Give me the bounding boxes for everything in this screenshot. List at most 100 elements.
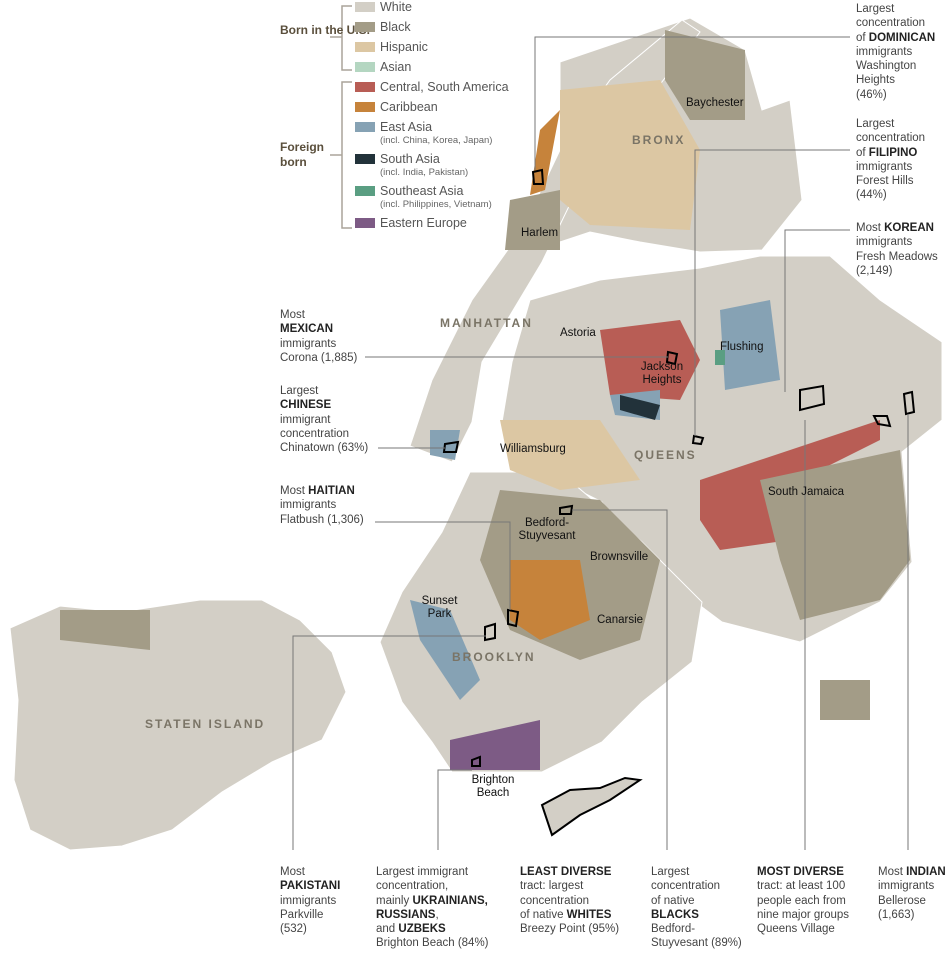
annotation-text: Most — [856, 222, 885, 234]
label-brownsville: Brownsville — [590, 551, 649, 563]
annotation-text: Most — [280, 866, 305, 878]
swatch-southeast-asia — [355, 186, 375, 196]
annotation-text: (2,149) — [856, 264, 893, 277]
annotation-text: concentration — [651, 880, 721, 893]
annotation-dominican: Largest concentration of DOMINICAN immigran… — [856, 2, 935, 102]
label-williamsburg: Williamsburg — [500, 443, 566, 455]
annotation-text: MOST DIVERSE — [757, 866, 844, 878]
annotation-text: MEXICAN — [280, 323, 334, 336]
legend-south-asia: South Asia — [380, 152, 440, 166]
swatch-black — [355, 22, 375, 32]
annotation-text: UZBEKS — [398, 923, 446, 936]
annotation-text: tract: largest — [520, 880, 584, 893]
annotation-text: Corona (1,885) — [280, 351, 358, 364]
annotation-text: immigrants — [856, 160, 913, 173]
legend-east-asia-sub: (incl. China, Korea, Japan) — [380, 135, 493, 146]
legend-brackets — [330, 5, 352, 229]
annotation-text: concentration — [520, 894, 590, 907]
legend-white: White — [380, 0, 412, 14]
annotation-filipino: Largest concentration of FILIPINO immigrant… — [856, 117, 925, 203]
annotation-text: DOMINICAN — [868, 31, 936, 44]
annotation-text: immigrants — [280, 337, 337, 350]
map-patches — [60, 30, 910, 770]
annotation-text: (1,663) — [878, 908, 915, 921]
label-sunset-park: Sunset Park — [421, 595, 458, 620]
annotation-text: WHITES — [566, 908, 612, 921]
annotation-text: immigrants — [856, 45, 913, 58]
staten-island-shape — [9, 599, 347, 851]
label-brooklyn: BROOKLYN — [452, 650, 536, 664]
annotation-text: Largest — [856, 118, 895, 130]
annotation-text: Heights — [856, 74, 895, 87]
annotation-indian: Most INDIAN immigrants Bellerose (1,663) — [878, 865, 946, 922]
legend-asian: Asian — [380, 60, 412, 74]
annotation-text: tract: at least 100 — [757, 880, 846, 893]
legend-group-foreign: Foreign born — [280, 140, 324, 169]
annotation-text: immigrants — [878, 880, 935, 893]
legend-east-asia: East Asia — [380, 120, 433, 134]
annotation-text: Most — [280, 485, 309, 497]
annotation-text: CHINESE — [280, 399, 332, 412]
annotation-text: immigrants — [280, 499, 337, 512]
annotation-text: Flatbush (1,306) — [280, 513, 364, 526]
annotation-text: Bedford- — [651, 923, 696, 936]
annotation-text: INDIAN — [906, 866, 946, 878]
annotation-chinese: Largest CHINESE immigrant concentration Chin… — [280, 384, 368, 455]
annotation-text: HAITIAN — [308, 485, 355, 497]
swatch-caribbean — [355, 102, 375, 112]
swatch-south-asia — [355, 154, 375, 164]
annotation-pakistani: Most PAKISTANI immigrants Parkville (532) — [280, 865, 340, 936]
swatch-hispanic — [355, 42, 375, 52]
annotation-text: Breezy Point (95%) — [520, 923, 620, 936]
annotation-text: of — [856, 146, 869, 159]
annotation-text: LEAST DIVERSE — [520, 866, 612, 878]
label-canarsie: Canarsie — [597, 614, 644, 626]
annotation-text: Brighton Beach (84%) — [376, 937, 489, 950]
annotation-text: , — [435, 908, 439, 921]
swatch-eastern-europe — [355, 218, 375, 228]
annotation-text: Bellerose — [878, 894, 926, 907]
annotation-text: Largest immigrant — [376, 866, 469, 878]
legend-southeast-asia-sub: (incl. Philippines, Vietnam) — [380, 199, 492, 210]
annotation-text: Most — [878, 866, 907, 878]
annotation-text: and — [376, 923, 399, 936]
legend-south-asia-sub: (incl. India, Pakistan) — [380, 167, 469, 178]
label-baychester: Baychester — [686, 97, 744, 109]
annotation-text: RUSSIANS — [376, 908, 436, 921]
label-flushing: Flushing — [720, 341, 764, 353]
annotation-text: of native — [520, 908, 567, 921]
annotation-text: Parkville — [280, 908, 324, 921]
legend-central-south-america: Central, South America — [380, 80, 509, 94]
annotation-text: Most — [280, 309, 305, 321]
legend-eastern-europe: Eastern Europe — [380, 216, 467, 230]
annotation-text: Stuyvesant (89%) — [651, 937, 742, 950]
annotation-haitian: Most HAITIAN immigrants Flatbush (1,306) — [280, 484, 364, 527]
annotation-text: concentration — [856, 132, 926, 145]
label-manhattan: MANHATTAN — [440, 316, 533, 330]
legend-black: Black — [380, 20, 411, 34]
annotation-text: (532) — [280, 923, 307, 936]
annotation-text: nine major groups — [757, 908, 850, 921]
leader-lines — [292, 36, 909, 850]
label-bedford-stuyvesant: Bedford-Stuyvesant — [518, 517, 576, 542]
label-queens: QUEENS — [634, 448, 697, 462]
annotation-text: UKRAINIANS, — [412, 894, 488, 907]
annotation-mexican: Most MEXICAN immigrants Corona (1,885) — [280, 308, 357, 365]
breezy-point-shape — [540, 776, 643, 837]
annotation-text: concentration, — [376, 880, 449, 893]
swatch-asian — [355, 62, 375, 72]
annotation-text: Chinatown (63%) — [280, 442, 369, 455]
swatch-white — [355, 2, 375, 12]
annotation-text: Queens Village — [757, 923, 835, 936]
legend-hispanic: Hispanic — [380, 40, 428, 54]
annotation-text: (44%) — [856, 189, 887, 202]
legend-group-born-us: Born in the U.S. — [280, 23, 370, 37]
label-brighton-beach: Brighton Beach — [471, 774, 515, 799]
annotation-text: BLACKS — [651, 908, 699, 921]
label-bronx: BRONX — [632, 133, 686, 147]
annotation-text: people each from — [757, 894, 846, 907]
annotation-text: KOREAN — [884, 222, 934, 234]
annotation-native-blacks: Largest concentration of native BLACKS Bedfo… — [651, 865, 742, 951]
label-jackson-heights: Jackson Heights — [640, 361, 684, 386]
